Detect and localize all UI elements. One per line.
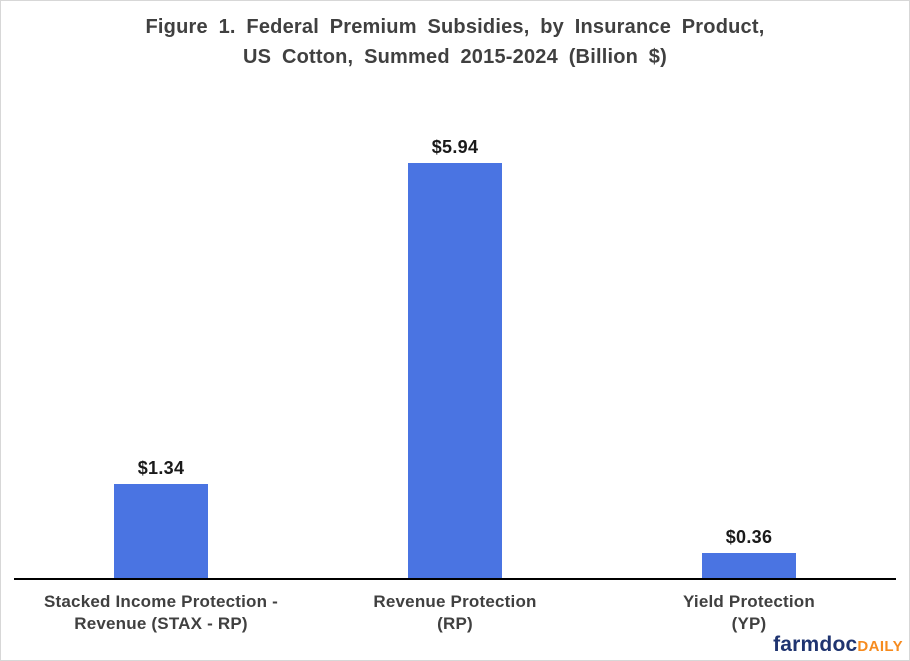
value-label-rp: $5.94 bbox=[431, 137, 479, 157]
plot-area: $1.34 $5.94 $0.36 bbox=[14, 96, 896, 578]
bar-group-yp: $0.36 bbox=[602, 96, 896, 578]
x-axis-label-yp: Yield Protection (YP) bbox=[602, 591, 896, 635]
x-axis-line bbox=[14, 578, 896, 580]
value-label-stax-rp: $1.34 bbox=[137, 458, 185, 478]
x-axis-label-stax-rp-line1: Stacked Income Protection - bbox=[43, 592, 278, 611]
x-axis-label-stax-rp-line2: Revenue (STAX - RP) bbox=[74, 614, 248, 633]
daily-logo-text: DAILY bbox=[857, 638, 903, 655]
bar-group-stax-rp: $1.34 bbox=[14, 96, 308, 578]
x-axis-label-rp-line1: Revenue Protection bbox=[373, 592, 537, 611]
x-axis-labels: Stacked Income Protection - Revenue (STA… bbox=[14, 591, 896, 635]
x-axis-label-rp-line2: (RP) bbox=[437, 614, 473, 633]
farmdoc-daily-logo: farmdocDAILY bbox=[773, 633, 903, 657]
x-axis-label-yp-line2: (YP) bbox=[731, 614, 767, 633]
chart-title: Figure 1. Federal Premium Subsidies, by … bbox=[1, 12, 909, 72]
bar-group-rp: $5.94 bbox=[308, 96, 602, 578]
x-axis-label-rp: Revenue Protection (RP) bbox=[308, 591, 602, 635]
x-axis-label-stax-rp: Stacked Income Protection - Revenue (STA… bbox=[14, 591, 308, 635]
x-axis-label-yp-line1: Yield Protection bbox=[683, 592, 815, 611]
bar-stax-rp bbox=[114, 484, 208, 578]
bar-yp bbox=[702, 553, 796, 578]
value-label-yp: $0.36 bbox=[725, 527, 773, 547]
chart-title-line1: Figure 1. Federal Premium Subsidies, by … bbox=[145, 16, 765, 38]
bar-rp bbox=[408, 163, 502, 578]
farmdoc-logo-text: farmdoc bbox=[773, 633, 858, 656]
chart-title-line2: US Cotton, Summed 2015-2024 (Billion $) bbox=[243, 46, 667, 68]
